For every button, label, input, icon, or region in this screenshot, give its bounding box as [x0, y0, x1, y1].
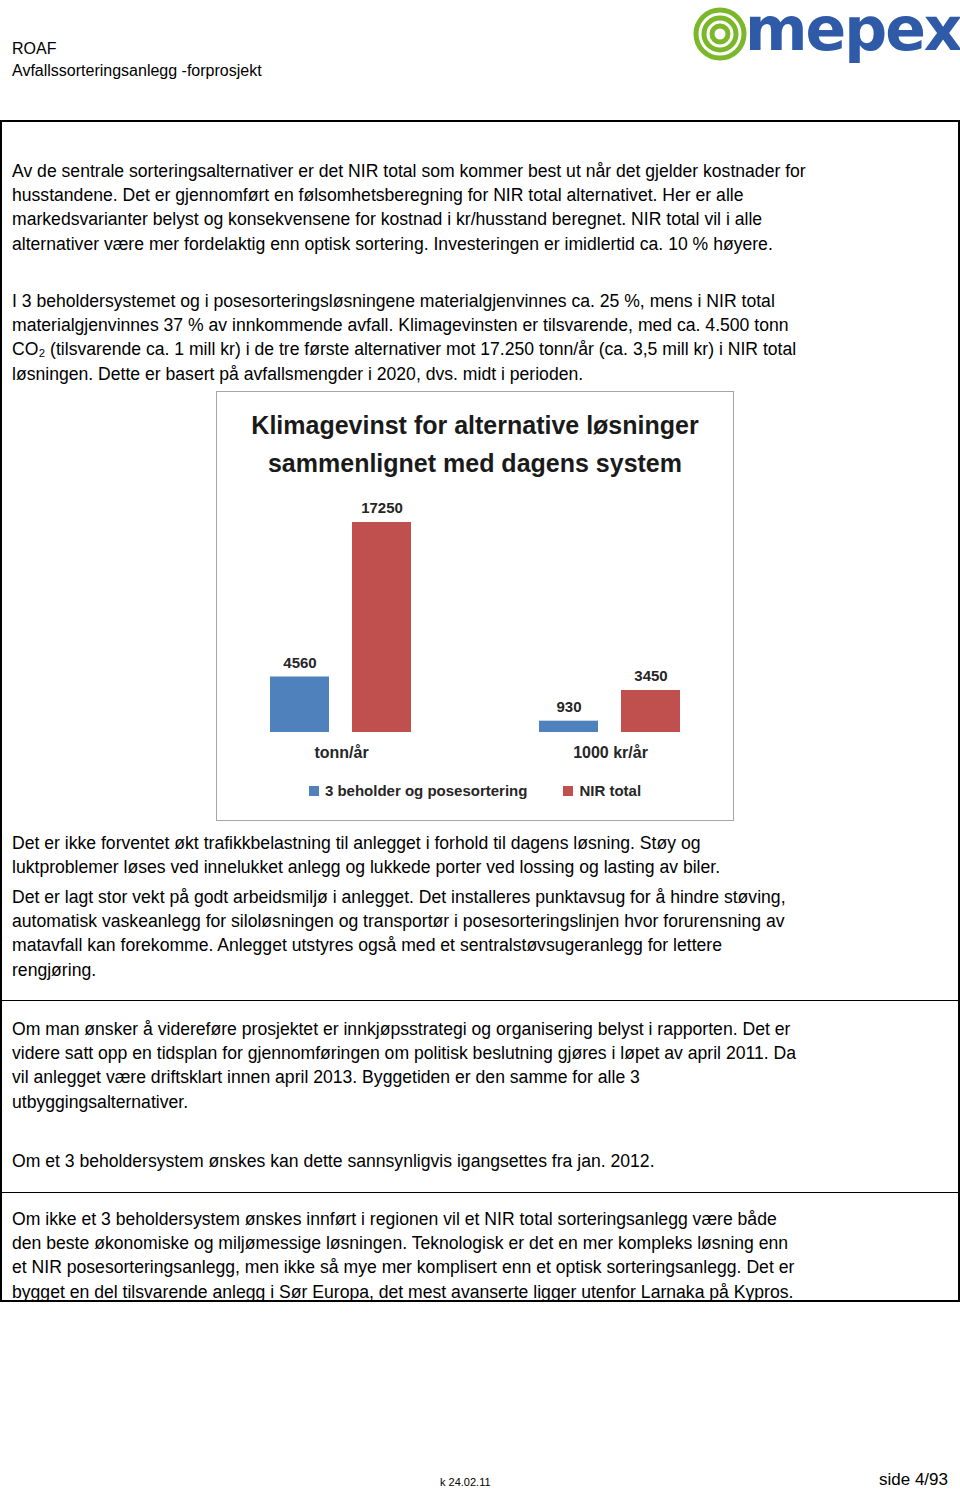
html-text:Av de sentrale sorteringsalter: Av de sentrale sorteringsalternativer er…	[12, 161, 806, 181]
html-text:alternativer være mer fordelak: alternativer være mer fordelaktig enn op…	[12, 233, 773, 254]
html-text:side 4/93: side 4/93	[879, 1470, 948, 1489]
html-text:bygget en del tilsvarende anle: bygget en del tilsvarende anlegg i Sør E…	[12, 1281, 794, 1302]
html-text:ROAF: ROAF	[12, 40, 57, 57]
html-text:luktproblemer løses ved innelu: luktproblemer løses ved innelukket anleg…	[12, 857, 721, 878]
html-text:3 beholder og posesortering: 3 beholder og posesortering	[324, 782, 528, 799]
html-text:Om man ønsker å videreføre pro: Om man ønsker å videreføre prosjektet er…	[12, 1019, 791, 1039]
html-text:markedsvarianter belyst og kon: markedsvarianter belyst og konsekvensene…	[12, 209, 763, 230]
html-text:NIR total: NIR total	[579, 782, 642, 799]
svg-text:4560: 4560	[283, 654, 316, 671]
html-text:husstandene. Det er gjennomfør: husstandene. Det er gjennomført en følso…	[12, 185, 744, 206]
html-text:Avfallssorteringsanlegg -forpr: Avfallssorteringsanlegg -forprosjekt	[12, 62, 262, 79]
html-text:automatisk vaskeanlegg for sil: automatisk vaskeanlegg for siloløsningen…	[12, 911, 785, 932]
html-text:k 24.02.11: k 24.02.11	[440, 1476, 491, 1488]
svg-text:1000 kr/år: 1000 kr/år	[573, 744, 648, 761]
html-text:CO₂ (tilsvarende ca. 1 mill kr: CO₂ (tilsvarende ca. 1 mill kr) i de tre…	[12, 339, 797, 360]
html-text:Om ikke et 3 beholdersystem øn: Om ikke et 3 beholdersystem ønskes innfø…	[12, 1209, 777, 1229]
svg-text:tonn/år: tonn/år	[314, 744, 368, 761]
html-text:rengjøring.: rengjøring.	[12, 959, 97, 980]
svg-text:930: 930	[556, 698, 581, 715]
html-text:Det er ikke forventet økt traf: Det er ikke forventet økt trafikkbelastn…	[12, 833, 701, 853]
html-text:I 3 beholdersystemet og i pose: I 3 beholdersystemet og i posesorterings…	[12, 291, 775, 311]
html-text:matavfall kan forekomme. Anleg: matavfall kan forekomme. Anlegget utstyr…	[12, 935, 722, 956]
html-text:sammenlignet med dagens system: sammenlignet med dagens system	[268, 449, 682, 477]
html-text:et NIR posesorteringsanlegg, m: et NIR posesorteringsanlegg, men ikke så…	[12, 1257, 795, 1278]
html-text:løsningen. Dette er basert på: løsningen. Dette er basert på avfallsmen…	[12, 363, 584, 384]
html-text:materialgjenvinnes 37 % av inn: materialgjenvinnes 37 % av innkommende a…	[12, 315, 789, 336]
html-text:Det er lagt stor vekt på godt: Det er lagt stor vekt på godt arbeidsmil…	[12, 887, 786, 907]
html-text:utbyggingsalternativer.: utbyggingsalternativer.	[12, 1091, 189, 1112]
html-text:Om et 3 beholdersystem ønskes: Om et 3 beholdersystem ønskes kan dette …	[12, 1151, 655, 1171]
html-text:Klimagevinst for alternative l: Klimagevinst for alternative løsninger	[251, 411, 699, 439]
html-text:videre satt opp en tidsplan fo: videre satt opp en tidsplan for gjennomf…	[12, 1043, 796, 1064]
svg-text:3450: 3450	[634, 667, 667, 684]
html-text:den beste økonomiske og miljøm: den beste økonomiske og miljømessige løs…	[12, 1233, 789, 1254]
svg-text:17250: 17250	[361, 499, 403, 516]
html-text:vil anlegget være driftsklart: vil anlegget være driftsklart innen apri…	[12, 1067, 640, 1088]
